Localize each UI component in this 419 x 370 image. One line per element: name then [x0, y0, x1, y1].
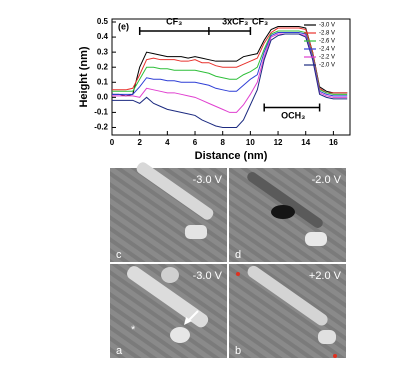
- brackets: [138, 27, 321, 112]
- annotation: (e): [118, 21, 129, 31]
- stm-panel: -3.0 V a *: [110, 264, 227, 358]
- legend-label: -2.6 V: [319, 39, 335, 45]
- annotation: CF₃: [252, 16, 268, 26]
- stm-panel: +2.0 V b: [229, 264, 346, 358]
- y-tick-label: 0.0: [97, 92, 109, 101]
- y-tick-label: 0.4: [97, 32, 109, 41]
- voltage: +2.0 V: [309, 270, 342, 282]
- x-tick-label: 0: [110, 138, 115, 147]
- panel-label: b: [235, 345, 241, 357]
- legend-label: -2.2 V: [319, 55, 335, 61]
- x-tick-label: 6: [193, 138, 198, 147]
- x-tick-label: 12: [274, 138, 283, 147]
- marker: *: [131, 324, 136, 336]
- y-tick-label: 0.3: [97, 47, 109, 56]
- x-axis-label: Distance (nm): [195, 150, 268, 162]
- series-line: [112, 27, 348, 94]
- y-axis-label: Height (nm): [78, 46, 90, 107]
- annotation: OCH₃: [281, 110, 305, 120]
- series-line: [112, 32, 348, 97]
- legend-label: -2.0 V: [319, 63, 335, 69]
- plot-frame: [111, 18, 351, 136]
- x-tick-label: 8: [220, 138, 225, 147]
- x-tick-label: 2: [137, 138, 142, 147]
- voltage: -3.0 V: [193, 174, 223, 186]
- y-tick-label: 0.5: [97, 17, 109, 26]
- x-tick-label: 16: [329, 138, 338, 147]
- panel-label: c: [116, 249, 122, 261]
- legend-label: -3.0 V: [319, 23, 335, 29]
- y-tick-label: 0.2: [97, 62, 109, 71]
- x-tick-label: 14: [301, 138, 310, 147]
- voltage: -3.0 V: [193, 270, 223, 282]
- annotation: 3xCF₃: [222, 16, 248, 26]
- y-tick-label: -0.2: [94, 123, 108, 132]
- stm-panel: -3.0 V c: [110, 162, 227, 262]
- series-line: [112, 33, 348, 128]
- series-line: [112, 26, 348, 97]
- panel-label: d: [235, 249, 241, 261]
- panel-label: a: [116, 345, 123, 357]
- x-tick-label: 4: [165, 138, 170, 147]
- chart: -0.2 -0.1 0.0 0.1 0.2 0.3 0.4 0.5 0 2 4 6 8 10 12 14 16 D…: [78, 16, 348, 162]
- annotation: CF₃: [166, 16, 182, 26]
- x-tick-label: 10: [246, 138, 255, 147]
- voltage: -2.0 V: [312, 174, 342, 186]
- y-tick-label: 0.1: [97, 77, 109, 86]
- legend-label: -2.8 V: [319, 31, 335, 37]
- series-line: [112, 33, 348, 113]
- stm-images: -3.0 V c -2.0 V d -3.0 V a *: [110, 162, 346, 358]
- legend-label: -2.4 V: [319, 47, 335, 53]
- stm-panel: -2.0 V d: [229, 168, 346, 262]
- y-tick-label: -0.1: [94, 108, 108, 117]
